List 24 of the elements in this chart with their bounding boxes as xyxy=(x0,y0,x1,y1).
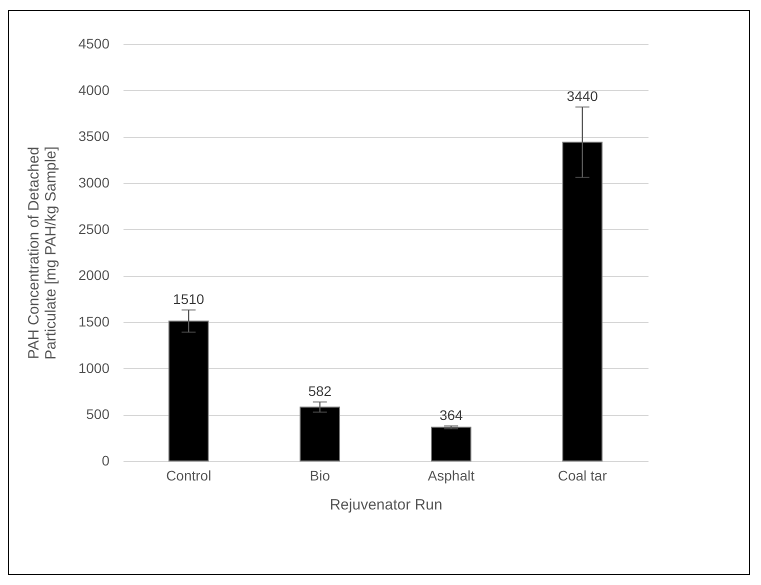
y-tick-label: 3000 xyxy=(78,174,110,190)
x-tick-label: Coal tar xyxy=(558,468,608,484)
data-label: 364 xyxy=(439,406,464,423)
y-tick-label: 4500 xyxy=(78,36,110,52)
y-tick-label: 1000 xyxy=(78,360,110,376)
y-axis-title: PAH Concentration of Detached Particulate [mg PAH/kg Sample] xyxy=(25,146,60,360)
bar xyxy=(300,406,340,462)
x-axis-title: Rejuvenator Run xyxy=(330,496,442,514)
x-tick-label: Asphalt xyxy=(428,468,475,484)
bar xyxy=(430,426,472,462)
y-tick-label: 0 xyxy=(102,452,110,468)
bar xyxy=(168,320,209,462)
x-tick-label: Control xyxy=(166,468,212,484)
y-tick-label: 4000 xyxy=(78,82,110,98)
data-label: 1510 xyxy=(173,290,204,307)
bar xyxy=(562,142,603,462)
y-tick-label: 500 xyxy=(86,406,110,422)
y-tick-label: 2500 xyxy=(78,220,110,237)
y-tick-label: 2000 xyxy=(78,267,110,284)
y-tick-label: 1500 xyxy=(78,314,110,330)
x-tick-label: Bio xyxy=(310,468,330,484)
data-label: 3440 xyxy=(566,88,598,104)
y-tick-label: 3500 xyxy=(78,128,110,144)
data-label: 582 xyxy=(308,382,332,399)
